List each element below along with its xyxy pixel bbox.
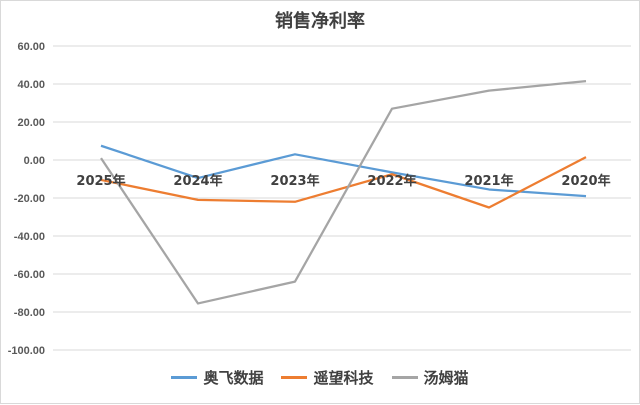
series-line-1 xyxy=(100,156,587,209)
x-tick-label: 2022年 xyxy=(367,173,416,189)
y-tick-label: 40.00 xyxy=(17,79,45,91)
chart-title: 销售净利率 xyxy=(275,11,365,32)
series-line-0 xyxy=(100,144,587,198)
legend-label-series-0: 奥飞数据 xyxy=(203,369,264,387)
x-tick-label: 2024年 xyxy=(173,173,222,189)
y-tick-label: -80.00 xyxy=(14,307,45,319)
x-tick-label: 2025年 xyxy=(76,173,125,189)
y-tick-label: 60.00 xyxy=(17,41,45,53)
legend-swatch-series-1 xyxy=(281,376,308,379)
x-tick-label: 2020年 xyxy=(561,173,610,189)
legend-item-series-2: 汤姆猫 xyxy=(391,367,469,388)
y-tick-label: -100.00 xyxy=(8,345,45,357)
x-tick-label: 2023年 xyxy=(270,173,319,189)
y-tick-label: 0.00 xyxy=(24,155,45,167)
x-tick-label: 2021年 xyxy=(464,173,513,189)
legend-item-series-1: 遥望科技 xyxy=(281,367,374,388)
legend: 奥飞数据 遥望科技 汤姆猫 xyxy=(1,367,639,388)
legend-swatch-series-2 xyxy=(391,376,418,379)
y-tick-label: 20.00 xyxy=(17,117,45,129)
legend-swatch-series-0 xyxy=(171,376,198,379)
legend-item-series-0: 奥飞数据 xyxy=(171,367,263,388)
y-tick-label: -20.00 xyxy=(14,193,45,205)
y-tick-label: -40.00 xyxy=(14,231,45,243)
legend-label-series-1: 遥望科技 xyxy=(313,369,374,387)
series-line-2 xyxy=(100,80,587,305)
y-tick-label: -60.00 xyxy=(14,269,45,281)
legend-label-series-2: 汤姆猫 xyxy=(423,369,469,387)
